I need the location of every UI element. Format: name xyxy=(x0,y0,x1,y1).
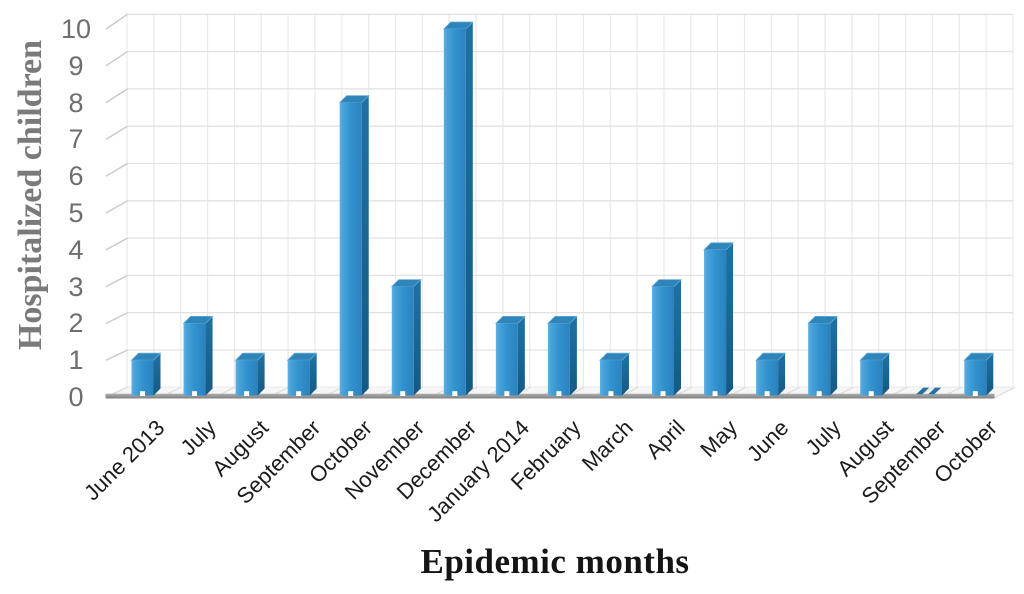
y-tick-label: 1 xyxy=(68,345,84,376)
y-tick-label: 10 xyxy=(60,14,92,44)
y-tick-label: 7 xyxy=(68,124,84,155)
bar-october xyxy=(963,352,995,396)
bar-september xyxy=(286,352,318,396)
bar-august xyxy=(859,352,891,396)
bar-september xyxy=(916,387,942,395)
bar-june xyxy=(755,352,787,396)
bar-august xyxy=(234,352,266,396)
y-tick-label: 9 xyxy=(68,50,84,81)
bar-april xyxy=(651,279,682,396)
y-axis-title: Hospitalized children xyxy=(12,39,49,351)
y-tick-label: 5 xyxy=(68,198,84,228)
bar-july xyxy=(807,315,839,396)
y-tick-label: 6 xyxy=(68,161,84,192)
y-tick-label: 4 xyxy=(68,234,84,265)
bar-november xyxy=(390,279,422,396)
y-tick-label: 0 xyxy=(68,382,84,412)
bar-march xyxy=(598,352,630,396)
bar-january-2014 xyxy=(494,315,526,396)
bar-may xyxy=(703,242,735,396)
x-axis-line xyxy=(105,393,995,399)
bar-june-2013 xyxy=(130,352,162,396)
y-tick-label: 3 xyxy=(68,271,84,302)
bars xyxy=(130,21,995,396)
y-tick-label: 2 xyxy=(68,308,84,339)
bar-october xyxy=(338,95,370,396)
bar-july xyxy=(182,315,214,396)
x-axis-title: Epidemic months xyxy=(420,542,690,581)
y-axis-tick-marks xyxy=(105,13,128,398)
bar-december xyxy=(442,21,474,396)
bar-february xyxy=(546,315,578,396)
y-tick-label: 8 xyxy=(68,87,84,118)
